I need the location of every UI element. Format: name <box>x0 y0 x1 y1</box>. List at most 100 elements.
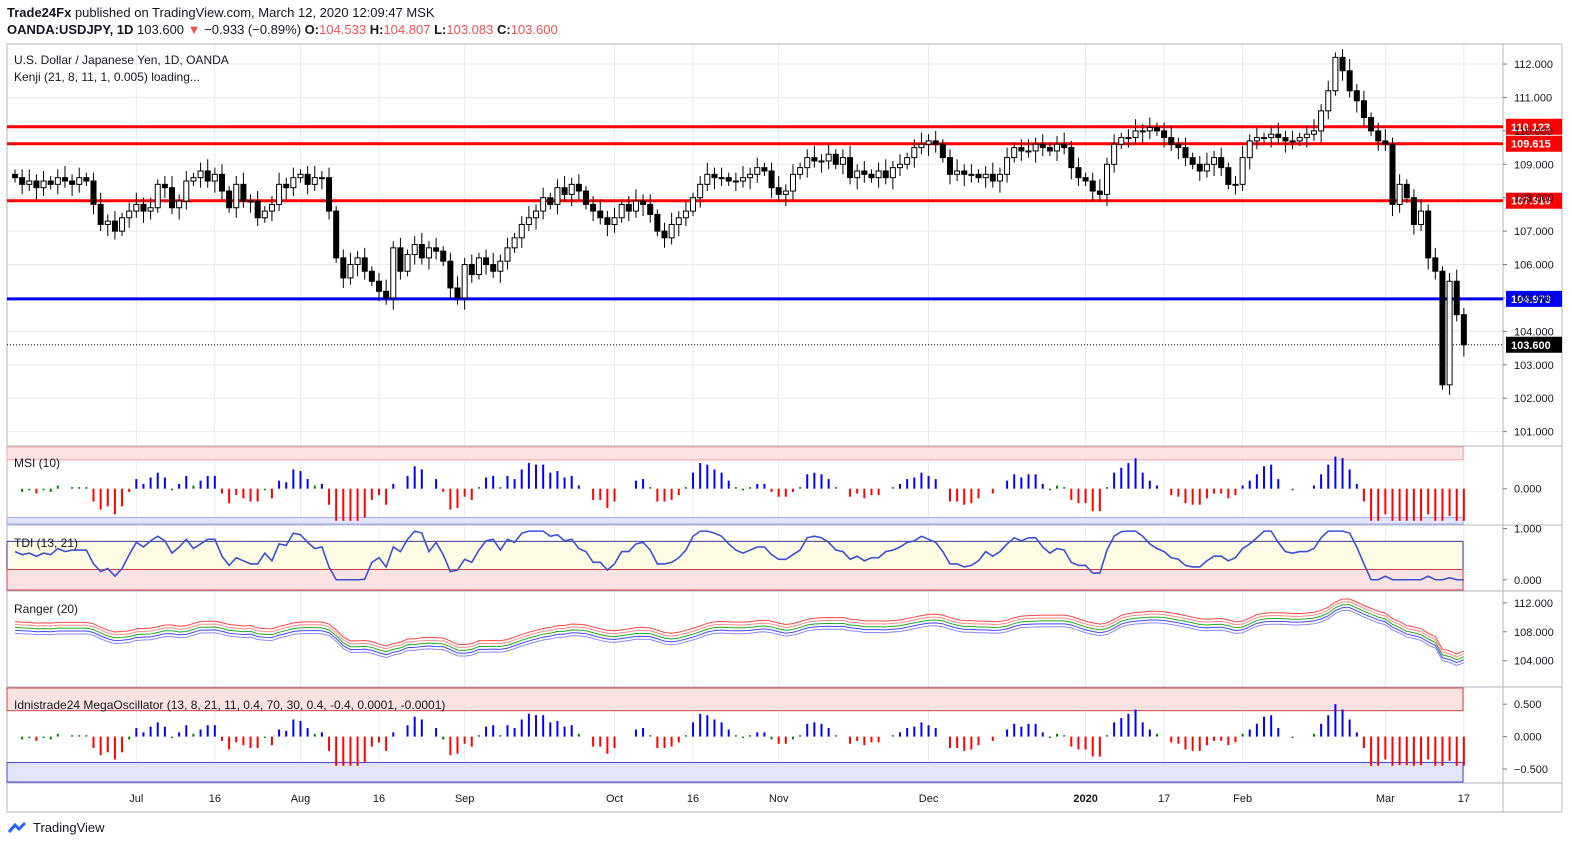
candle-body <box>1111 143 1118 165</box>
candle <box>897 154 904 176</box>
candle-body <box>889 167 896 179</box>
candle <box>404 249 411 277</box>
candle <box>97 192 104 232</box>
candle <box>1011 142 1018 163</box>
candle <box>119 212 126 237</box>
candle-body <box>354 257 361 266</box>
candle <box>211 167 218 193</box>
candle-body <box>19 177 26 185</box>
candle <box>989 162 996 188</box>
candle-body <box>1382 140 1389 145</box>
footer-brand[interactable]: TradingView <box>7 820 105 835</box>
candle-body <box>946 157 953 175</box>
candle-body <box>775 187 782 195</box>
candle <box>276 172 283 212</box>
candle <box>561 175 568 202</box>
candle <box>1253 127 1260 150</box>
candle-body <box>1275 133 1282 139</box>
candle <box>725 172 732 187</box>
candle-body <box>1218 157 1225 169</box>
candle <box>19 169 26 195</box>
candle-body <box>347 264 354 279</box>
candle-body <box>1132 130 1139 139</box>
candle <box>590 196 597 222</box>
candle-body <box>1232 183 1239 186</box>
level-label: 104.973 <box>1511 294 1551 306</box>
candle <box>47 175 54 190</box>
mega-upper-band <box>6 687 1464 712</box>
candle <box>268 196 275 222</box>
candle-body <box>1061 143 1068 149</box>
candle <box>904 152 911 170</box>
candle <box>1289 130 1296 150</box>
candle-body <box>376 280 382 292</box>
candle-body <box>1268 133 1275 139</box>
candle <box>1396 174 1403 213</box>
candle-body <box>1011 147 1018 159</box>
candle <box>632 189 639 218</box>
o-label: O: <box>304 22 320 37</box>
candle <box>411 236 418 265</box>
candle-body <box>954 170 961 175</box>
horizontal-levels[interactable]: 110.123 109.615 107.910 104.973 103.600 <box>7 118 1562 353</box>
candle <box>825 144 832 170</box>
candle <box>1232 175 1239 195</box>
candle-body <box>611 217 618 225</box>
candle <box>383 279 390 305</box>
candle <box>12 169 18 183</box>
candle <box>454 276 461 305</box>
time-axis: Jul 16 Aug 16 Sep Oct 16 Nov Dec 2020 17 Feb Mar 17 <box>129 793 1470 805</box>
y-tick-label: 108.000 <box>1514 193 1554 205</box>
candle-body <box>497 260 504 272</box>
open-value: 104.533 <box>319 22 367 37</box>
candle-body <box>69 180 76 185</box>
candle-body <box>1432 257 1439 272</box>
candle-body <box>161 183 168 189</box>
candle-body <box>647 203 654 215</box>
candle-body <box>390 247 397 299</box>
candle-body <box>704 173 711 185</box>
candle-body <box>26 180 33 185</box>
candle-body <box>1039 143 1046 149</box>
candle <box>1075 157 1082 187</box>
candle <box>447 252 454 298</box>
candle <box>839 149 846 175</box>
candle-body <box>1203 163 1210 172</box>
tdi-title: TDI (13, 21) <box>14 536 78 550</box>
candle-body <box>1425 210 1432 259</box>
candle-body <box>261 210 268 219</box>
candle-body <box>290 177 297 189</box>
last-price-label: 103.600 <box>1511 340 1551 352</box>
y-tick-label: 0.000 <box>1514 575 1542 587</box>
candle <box>1068 140 1075 180</box>
candle <box>640 194 647 217</box>
x-tick-label: 17 <box>1158 793 1170 805</box>
candle-body <box>1125 137 1132 140</box>
candle <box>1153 122 1160 136</box>
candle-body <box>911 147 918 159</box>
candle-body <box>90 180 97 205</box>
candle <box>1382 129 1389 151</box>
candle <box>233 175 240 218</box>
candle <box>83 172 90 187</box>
candle-body <box>1418 210 1425 225</box>
candle-body <box>725 177 732 182</box>
candle <box>718 167 725 187</box>
candle <box>1182 137 1189 166</box>
candle <box>1189 152 1196 170</box>
candle-body <box>982 173 989 179</box>
y-tick-label: 101.000 <box>1514 427 1554 439</box>
candle-body <box>83 177 90 182</box>
candle-body <box>839 157 846 165</box>
candle-body <box>47 180 54 185</box>
candle <box>547 192 554 210</box>
candle <box>1282 130 1289 153</box>
candle <box>975 169 982 183</box>
candle <box>1353 84 1360 113</box>
candle <box>1168 125 1175 151</box>
candle <box>1460 307 1467 357</box>
tdi-lower-band <box>6 569 1464 591</box>
candle <box>1325 80 1332 120</box>
candle-body <box>397 247 404 272</box>
